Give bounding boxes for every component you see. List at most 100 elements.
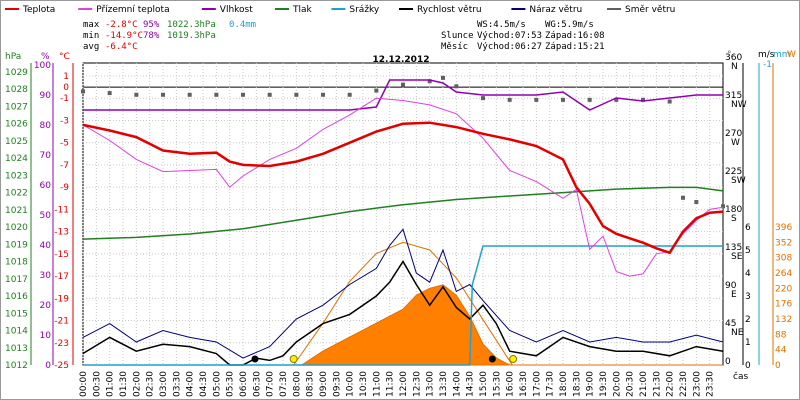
dir-label: S	[731, 214, 737, 224]
pressure-line	[82, 186, 724, 240]
x-tick-label: 03:30	[172, 371, 182, 397]
wind-direction-point	[347, 92, 352, 97]
stat-min-label: min	[83, 31, 99, 41]
temp-tick: -11	[54, 205, 69, 215]
x-tick-label: 08:30	[306, 371, 316, 397]
temp-tick: -5	[60, 139, 69, 149]
w-tick: 308	[775, 254, 792, 264]
legend-entry: Rychlost větru	[417, 5, 482, 15]
dir-label: N	[731, 62, 738, 72]
legend-entry: Teplota	[22, 5, 55, 15]
w-tick: 132	[775, 315, 792, 325]
rain-line	[83, 245, 723, 366]
stat-min-hum: 78%	[143, 31, 160, 41]
sunrise-marker	[289, 355, 298, 363]
x-tick-label: 07:00	[266, 371, 276, 397]
temp-axis-title: °C	[59, 52, 70, 62]
ms-tick: 3	[745, 292, 751, 302]
wind-direction-point	[721, 204, 725, 209]
stat-max-press: 1022.3hPa	[167, 20, 216, 30]
stat-sun-rise: Východ:07:53	[477, 31, 542, 41]
legend-entry: Směr větru	[625, 5, 675, 15]
wind-direction-point	[187, 92, 192, 97]
stat-ws: WS:4.5m/s	[477, 20, 526, 30]
temp-tick: -3	[60, 116, 69, 126]
stat-max-temp: -2.8°C	[105, 20, 138, 30]
wind-direction-point	[614, 97, 619, 102]
x-tick-label: 23:00	[692, 371, 702, 397]
temp-zero-tick: 0	[63, 83, 69, 93]
x-tick-label: 12:00	[399, 371, 409, 397]
x-tick-label: 15:30	[492, 371, 502, 397]
dir-label: NW	[731, 100, 747, 110]
wind-direction-point	[321, 92, 325, 97]
x-tick-label: 01:30	[119, 371, 129, 397]
x-tick-label: 20:30	[626, 371, 636, 397]
ground-temperature-line	[82, 97, 724, 277]
dir-label: NE	[731, 328, 744, 338]
x-tick-label: 03:00	[159, 371, 169, 397]
x-tick-label: 14:00	[452, 371, 462, 397]
x-tick-label: 12:30	[412, 371, 422, 397]
x-tick-label: 13:30	[439, 371, 449, 397]
x-tick-label: 05:30	[226, 371, 236, 397]
dir-tick: 90	[725, 281, 737, 291]
ms-axis-title: m/s	[758, 50, 775, 60]
x-tick-label: 09:30	[332, 371, 342, 397]
x-tick-label: 21:00	[639, 371, 649, 397]
pct-axis-title: %	[41, 52, 50, 62]
stat-wg: WG:5.9m/s	[545, 20, 594, 30]
legend-entry: Srážky	[349, 5, 380, 15]
x-tick-label: 07:30	[279, 371, 289, 397]
legend-entry: Tlak	[292, 5, 313, 15]
hpa-tick: 1018	[5, 258, 28, 268]
w-tick: 396	[775, 223, 792, 233]
x-tick-label: 06:00	[239, 371, 249, 397]
hpa-tick: 1012	[5, 361, 28, 371]
stat-avg-temp: -6.4°C	[105, 42, 138, 52]
legend-entry: Náraz větru	[529, 5, 582, 15]
stat-moon-set: Západ:15:21	[545, 42, 605, 52]
pct-tick: 70	[40, 151, 52, 161]
wind-direction-point	[694, 200, 699, 205]
x-tick-label: 17:30	[546, 371, 556, 397]
x-tick-label: 18:00	[559, 371, 569, 397]
hpa-tick: 1015	[5, 309, 28, 319]
ms-tick: 2	[745, 315, 751, 325]
temp-tick: -9	[60, 183, 69, 193]
temp-tick: -17	[54, 272, 69, 282]
wind-direction-point	[561, 97, 565, 102]
temp-tick: -25	[54, 361, 69, 371]
solar-area	[83, 284, 723, 366]
x-tick-label: 00:30	[92, 371, 102, 397]
x-tick-label: 11:00	[372, 371, 382, 397]
hpa-axis-title: hPa	[5, 52, 21, 62]
solar-theoretical-line	[293, 241, 513, 366]
pct-tick: 20	[40, 301, 52, 311]
x-tick-label: 16:00	[506, 371, 516, 397]
stat-min-temp: -14.9°C	[105, 31, 143, 41]
wind-direction-point	[507, 97, 512, 102]
chart-title: 12.12.2012	[373, 55, 430, 65]
w-tick: 352	[775, 238, 792, 248]
sunset-marker	[509, 355, 518, 363]
w-axis-title: W	[787, 50, 796, 60]
temp-tick: -13	[54, 228, 69, 238]
wind-direction-point	[107, 91, 112, 96]
hpa-tick: 1024	[5, 154, 28, 164]
x-tick-label: 23:30	[706, 371, 716, 397]
x-tick-label: 02:00	[132, 371, 142, 397]
ms-tick: 0	[745, 361, 751, 371]
x-tick-label: 21:30	[652, 371, 662, 397]
dir-label: SW	[731, 176, 746, 186]
temperature-line	[82, 121, 724, 255]
x-tick-label: 05:00	[212, 371, 222, 397]
hpa-tick: 1014	[5, 327, 28, 337]
x-tick-label: 14:30	[466, 371, 476, 397]
hpa-tick: 1022	[5, 189, 28, 199]
wind-direction-point	[241, 92, 245, 97]
pct-tick: 50	[40, 211, 52, 221]
x-tick-label: 22:00	[666, 371, 676, 397]
x-tick-label: 11:30	[386, 371, 396, 397]
